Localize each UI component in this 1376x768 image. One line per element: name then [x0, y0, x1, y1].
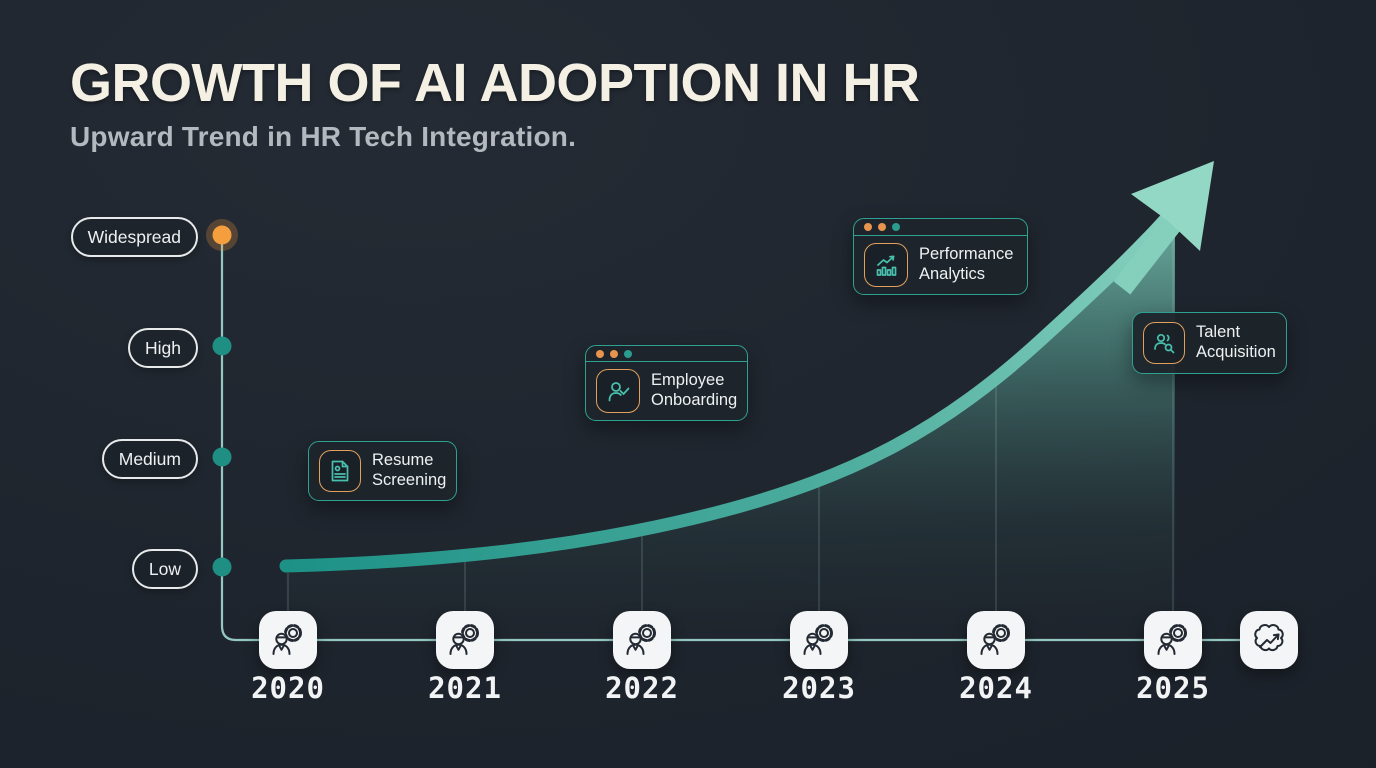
callout-label-line1: Performance	[919, 245, 1014, 264]
x-label-2020: 2020	[251, 671, 325, 705]
window-dot-icon	[878, 223, 886, 231]
callout-label-line2: Onboarding	[651, 391, 738, 409]
x-label-2024: 2024	[959, 671, 1033, 705]
window-dot-icon	[624, 349, 632, 358]
window-dot-icon	[610, 349, 618, 358]
page-subtitle: Upward Trend in HR Tech Integration.	[70, 121, 577, 152]
year-tile-2022	[613, 611, 671, 669]
callout-resume-screening: Resume Screening	[308, 441, 457, 501]
year-tile-2024	[967, 611, 1025, 669]
window-dot-icon	[892, 223, 900, 231]
year-tile-2025	[1144, 611, 1202, 669]
window-chrome	[854, 219, 1027, 236]
y-label-text: Low	[148, 558, 181, 579]
low-marker-dot	[212, 557, 232, 577]
y-label-high: High	[128, 328, 198, 368]
window-dot-icon	[864, 223, 872, 231]
y-label-medium: Medium	[101, 439, 198, 479]
person-check-icon	[608, 381, 629, 401]
year-tile-2023	[790, 611, 848, 669]
callout-label-line2: Screening	[372, 471, 447, 489]
year-tile-2021	[436, 611, 494, 669]
arrow-head-icon	[1131, 161, 1214, 251]
person-gear-icon	[1157, 624, 1187, 655]
year-tile-2020	[259, 611, 317, 669]
callout-talent-acquisition: Talent Acquisition	[1132, 312, 1287, 374]
y-label-widespread: Widespread	[70, 217, 198, 257]
ai-growth-tile	[1240, 611, 1298, 669]
widespread-marker-dot	[212, 225, 232, 245]
y-label-text: High	[145, 337, 181, 358]
resume-icon-box	[319, 450, 361, 492]
high-marker-dot	[212, 336, 232, 356]
resume-document-icon	[331, 460, 349, 482]
callout-label-line1: Talent	[1196, 323, 1241, 342]
brain-arrow-icon	[1254, 624, 1284, 652]
analytics-icon-box	[864, 243, 908, 287]
talent-icon-box	[1143, 322, 1185, 364]
callout-label-line1: Employee	[651, 371, 725, 390]
onboarding-icon-box	[596, 369, 640, 413]
person-gear-icon	[272, 624, 302, 655]
callout-employee-onboarding: Employee Onboarding	[585, 345, 748, 421]
person-gear-icon	[803, 624, 833, 655]
person-gear-icon	[449, 624, 479, 655]
year-gridlines	[287, 218, 1174, 638]
callout-label: Performance Analytics	[919, 245, 1013, 285]
person-gear-icon	[980, 624, 1010, 655]
person-gear-icon	[626, 624, 656, 655]
x-label-2021: 2021	[428, 671, 502, 705]
callout-label-line2: Acquisition	[1196, 343, 1276, 361]
callout-label-line2: Analytics	[919, 265, 986, 283]
window-dot-icon	[596, 349, 604, 358]
y-label-low: Low	[131, 549, 198, 589]
x-label-2022: 2022	[605, 671, 679, 705]
callout-label: Resume Screening	[372, 451, 446, 491]
y-label-text: Medium	[118, 448, 181, 469]
x-label-2023: 2023	[782, 671, 856, 705]
callout-label: Employee Onboarding	[651, 371, 737, 411]
y-label-text: Widespread	[87, 226, 181, 247]
bar-chart-trend-icon	[876, 254, 896, 276]
area-fill	[286, 213, 1175, 641]
window-chrome	[586, 346, 747, 362]
callout-performance-analytics: Performance Analytics	[853, 218, 1028, 295]
growth-curve	[279, 199, 1184, 573]
people-search-icon	[1154, 333, 1175, 354]
medium-marker-dot	[212, 447, 232, 467]
callout-label-line1: Resume	[372, 451, 434, 470]
callout-label: Talent Acquisition	[1196, 323, 1276, 363]
page-title: GROWTH OF AI ADOPTION IN HR	[70, 53, 920, 113]
axis-line	[220, 236, 1266, 642]
x-label-2025: 2025	[1136, 671, 1210, 705]
